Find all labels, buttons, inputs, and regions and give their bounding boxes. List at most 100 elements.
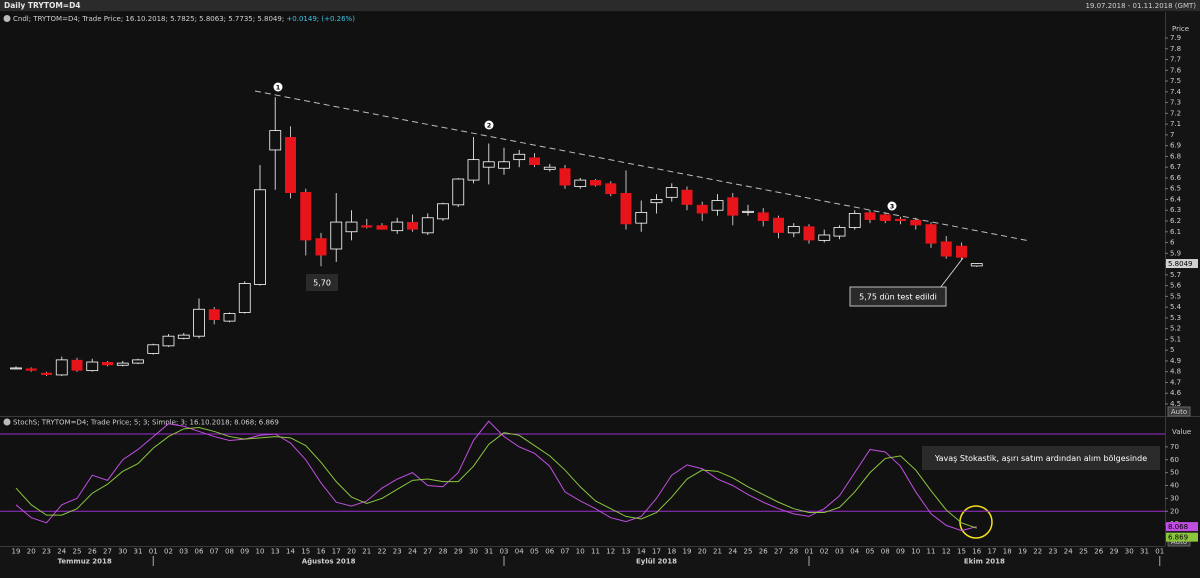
candle-body bbox=[467, 159, 480, 181]
y-tick-label: 7.4 bbox=[1170, 88, 1182, 96]
stoch-panel bbox=[0, 418, 1165, 546]
x-tick-label: 03 bbox=[835, 548, 844, 556]
x-tick-label: 05 bbox=[530, 548, 539, 556]
header-bar bbox=[0, 0, 1200, 11]
candle-body bbox=[71, 359, 83, 371]
x-tick-label: 29 bbox=[454, 548, 463, 556]
x-tick-label: 14 bbox=[286, 548, 295, 556]
x-tick-label: 24 bbox=[57, 548, 66, 556]
candle-body bbox=[925, 224, 937, 244]
auto-button[interactable]: Auto bbox=[1167, 406, 1191, 417]
x-tick-label: 02 bbox=[820, 548, 829, 556]
x-tick-label: 25 bbox=[73, 548, 82, 556]
annotation-connector bbox=[939, 257, 964, 289]
x-tick-label: 07 bbox=[210, 548, 219, 556]
auto-button-box[interactable] bbox=[1167, 406, 1191, 417]
candle-body bbox=[513, 153, 526, 161]
y-tick-label: 4.5 bbox=[1170, 400, 1181, 408]
x-tick-label: 26 bbox=[1094, 548, 1103, 556]
x-tick-label: 17 bbox=[332, 548, 341, 556]
x-tick-label: 04 bbox=[515, 548, 524, 556]
candle-body bbox=[681, 189, 693, 205]
x-tick-label: 21 bbox=[713, 548, 722, 556]
y-tick-label: 6.8 bbox=[1170, 152, 1181, 160]
x-tick-label: 26 bbox=[759, 548, 768, 556]
y-tick-label: 30 bbox=[1170, 494, 1179, 502]
stoch-line bbox=[15, 427, 977, 529]
x-tick-label: 30 bbox=[469, 548, 478, 556]
y-axis-title: Price bbox=[1172, 25, 1189, 33]
y-tick-label: 50 bbox=[1170, 469, 1179, 477]
candle-body bbox=[848, 213, 861, 228]
candle-body bbox=[315, 238, 327, 256]
x-tick-label: 20 bbox=[347, 548, 356, 556]
x-tick-label: 16 bbox=[972, 548, 981, 556]
candle-body bbox=[55, 359, 68, 376]
candle-body bbox=[421, 217, 434, 234]
y-tick-label: 5.3 bbox=[1170, 314, 1181, 322]
annotation-text: Yavaş Stokastik, aşırı satım ardından al… bbox=[934, 454, 1147, 463]
candle-body bbox=[787, 225, 800, 234]
x-tick-label: 06 bbox=[195, 548, 204, 556]
candle-body bbox=[193, 308, 205, 337]
candle-body bbox=[407, 222, 418, 230]
x-tick-label: 14 bbox=[637, 548, 646, 556]
x-tick-label: 21 bbox=[362, 548, 371, 556]
x-tick-label: 17 bbox=[988, 548, 997, 556]
y-tick-label: 5.6 bbox=[1170, 282, 1182, 290]
candle-body bbox=[208, 309, 220, 321]
stoch-legend: StochS; TRYTOM=D4; Trade Price; 5; 3; Si… bbox=[3, 418, 279, 427]
legend-label: Cndl; TRYTOM=D4; Trade Price; 16.10.2018… bbox=[13, 15, 284, 23]
last-value-label: 6.869 bbox=[1168, 534, 1188, 542]
y-tick-label: 6.7 bbox=[1170, 163, 1181, 171]
x-tick-label: 27 bbox=[423, 548, 432, 556]
y-tick-label: 7.2 bbox=[1170, 109, 1181, 117]
candle-body bbox=[742, 210, 754, 213]
header-range: 19.07.2018 - 01.11.2018 (GMT) bbox=[1085, 2, 1196, 10]
x-tick-label: 26 bbox=[88, 548, 97, 556]
candle-body bbox=[147, 344, 160, 354]
x-tick-label: 15 bbox=[301, 548, 310, 556]
auto-button-label[interactable]: Auto bbox=[1171, 408, 1187, 416]
x-tick-label: 24 bbox=[1064, 548, 1073, 556]
x-tick-label: 12 bbox=[942, 548, 951, 556]
y-tick-label: 6.4 bbox=[1170, 195, 1182, 203]
trend-line bbox=[254, 90, 1031, 242]
y-tick-label: 40 bbox=[1170, 482, 1179, 490]
auto-button-label[interactable]: Auto bbox=[1171, 538, 1187, 546]
x-tick-label: 02 bbox=[164, 548, 173, 556]
legend-text: Cndl; TRYTOM=D4; Trade Price; 16.10.2018… bbox=[13, 15, 355, 23]
x-tick-label: 23 bbox=[1049, 548, 1058, 556]
x-tick-label: 01 bbox=[1155, 548, 1164, 556]
x-tick-label: 03 bbox=[500, 548, 509, 556]
y-tick-label: 4.9 bbox=[1170, 357, 1181, 365]
y-tick-label: 5.5 bbox=[1170, 292, 1181, 300]
candle-body bbox=[818, 234, 831, 241]
x-tick-label: 19 bbox=[12, 548, 21, 556]
x-tick-label: 22 bbox=[378, 548, 387, 556]
x-tick-label: 24 bbox=[408, 548, 417, 556]
candle-body bbox=[238, 283, 251, 313]
y-tick-label: 7.3 bbox=[1170, 99, 1181, 107]
x-tick-label: 13 bbox=[622, 548, 631, 556]
price-legend: Cndl; TRYTOM=D4; Trade Price; 16.10.2018… bbox=[3, 15, 355, 23]
month-label: Temmuz 2018 bbox=[58, 558, 112, 566]
candle-body bbox=[361, 225, 373, 228]
header-title: Daily TRYTOM=D4 bbox=[4, 1, 81, 10]
candle-body bbox=[895, 218, 906, 221]
x-tick-label: 19 bbox=[1018, 548, 1027, 556]
x-tick-label: 12 bbox=[606, 548, 615, 556]
x-tick-label: 30 bbox=[118, 548, 127, 556]
x-tick-label: 31 bbox=[1140, 548, 1149, 556]
candle-body bbox=[833, 227, 846, 237]
month-label: Ağustos 2018 bbox=[302, 558, 356, 566]
candle-body bbox=[254, 189, 266, 285]
x-tick-label: 10 bbox=[576, 548, 585, 556]
candle-body bbox=[696, 204, 708, 214]
y-tick-label: 6.6 bbox=[1170, 174, 1182, 182]
annotation-marker bbox=[484, 120, 494, 130]
x-tick-label: 01 bbox=[149, 548, 158, 556]
y-tick-label: 6.9 bbox=[1170, 142, 1181, 150]
candle-body bbox=[177, 334, 190, 339]
